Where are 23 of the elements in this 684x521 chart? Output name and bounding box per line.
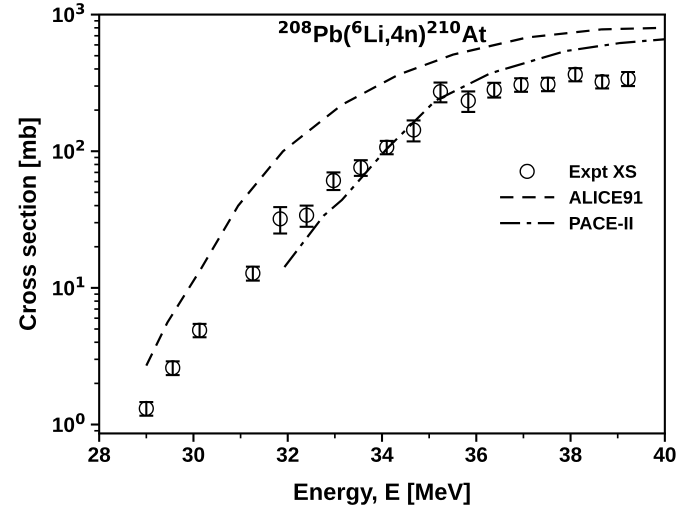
- x-tick-label: 38: [559, 447, 582, 462]
- y-tick-label: 10$^{1}$: [53, 276, 84, 296]
- point: [460, 93, 476, 108]
- chart-title: $^{208}$Pb($^{6}$Li,4n)$^{210}$At: [278, 20, 486, 48]
- y-tick-label: 10$^{2}$: [53, 140, 84, 159]
- x-tick-label: 34: [370, 447, 394, 462]
- x-axis-title: Energy, E [MeV]: [294, 482, 470, 505]
- x-tick-label: 28: [88, 447, 110, 462]
- y-axis-title: Cross section [mb]: [18, 118, 41, 330]
- y-tick-label: 10$^{0}$: [53, 413, 85, 432]
- legend-label: PACE-II: [570, 216, 632, 230]
- x-tick-label: 30: [182, 447, 204, 462]
- x-tick-label: 32: [276, 447, 298, 462]
- legend-label: ALICE91: [569, 190, 642, 204]
- legend-label: Expt XS: [570, 165, 636, 182]
- point: [272, 211, 288, 226]
- point: [432, 84, 448, 100]
- x-tick-label: 40: [654, 447, 676, 462]
- y-tick-label: 10$^{3}$: [53, 3, 84, 22]
- point: [406, 122, 422, 138]
- point: [298, 208, 314, 223]
- point: [326, 172, 342, 188]
- x-tick-label: 36: [465, 447, 488, 462]
